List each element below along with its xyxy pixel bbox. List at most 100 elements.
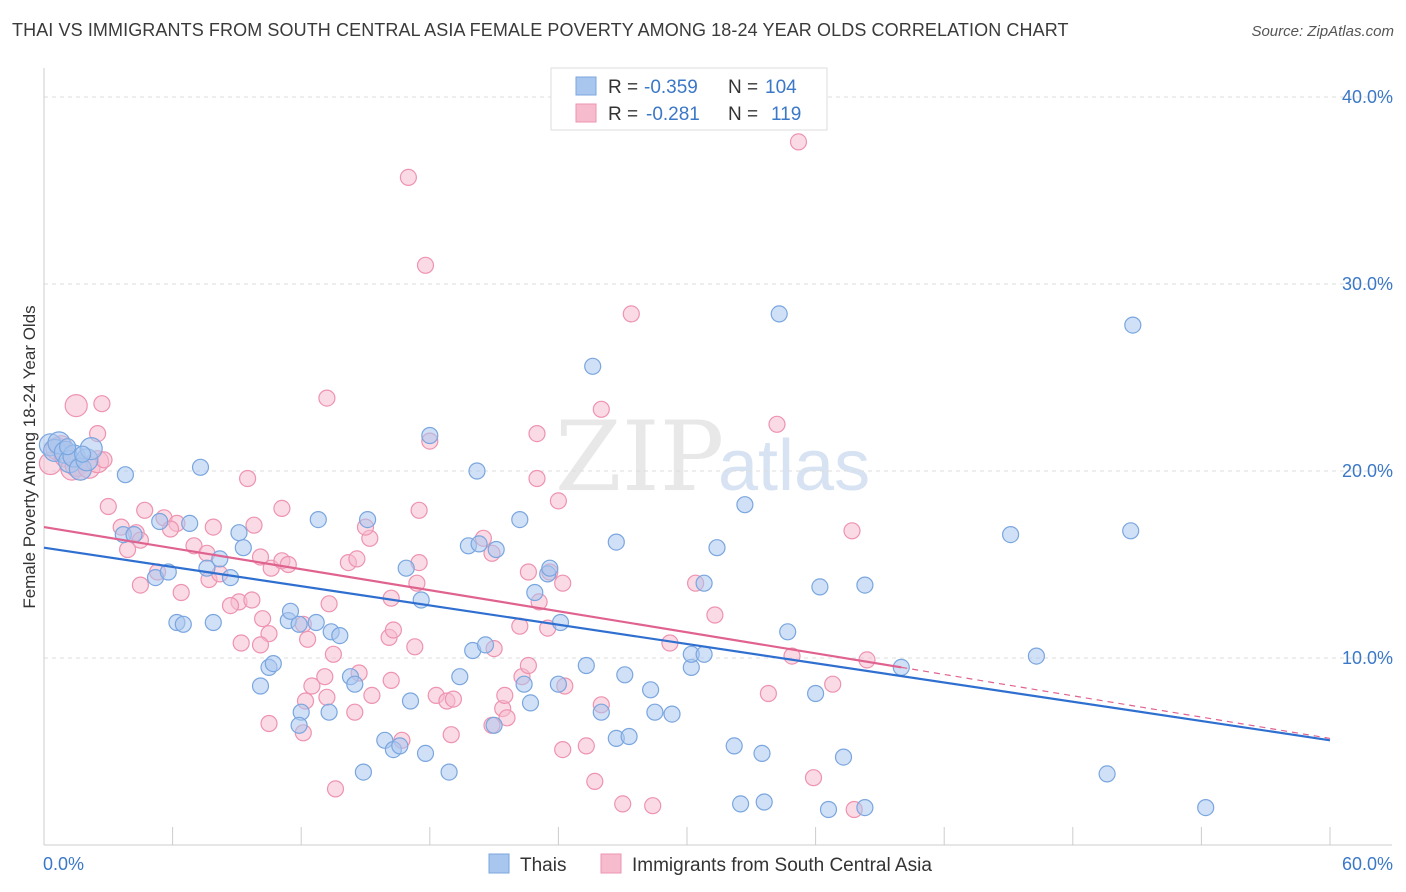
imm-trend-line-extrapolated	[901, 666, 1331, 740]
thai-point	[320, 703, 338, 721]
imm-point	[528, 469, 546, 488]
thai-point	[695, 645, 713, 663]
imm-point	[303, 677, 321, 695]
x-tick-label: 60.0%	[1342, 854, 1393, 874]
thai-point	[856, 798, 874, 817]
imm-point	[363, 686, 381, 705]
imm-point	[622, 305, 640, 323]
imm-point	[399, 168, 417, 186]
thai-point	[181, 514, 199, 533]
legend-imm-swatch	[575, 103, 597, 123]
imm-point	[644, 797, 662, 815]
thai-point	[811, 578, 829, 596]
imm-point	[528, 425, 546, 443]
bottom-legend-thai-label: Thais	[520, 855, 566, 876]
legend-thai-n-label: N =	[728, 77, 758, 98]
imm-point	[549, 492, 568, 510]
imm-point	[299, 630, 317, 648]
legend-imm-r-label: R =	[608, 104, 638, 125]
thai-point	[1001, 525, 1020, 544]
thai-point	[174, 615, 192, 633]
thai-point	[592, 703, 610, 721]
imm-point	[239, 469, 257, 488]
series-thais-points	[38, 305, 1215, 819]
bottom-legend-imm-swatch	[600, 853, 622, 874]
legend-box: R = -0.359 N = 104 R = -0.281 N = 119	[550, 67, 828, 131]
imm-point	[824, 675, 842, 693]
thai-point	[819, 800, 838, 819]
imm-point	[554, 574, 572, 592]
bottom-legend-imm-label: Immigrants from South Central Asia	[632, 855, 932, 876]
imm-point	[64, 394, 88, 418]
thai-point	[221, 568, 240, 587]
gridlines	[44, 96, 1392, 659]
thai-point	[806, 684, 825, 703]
x-tick-label: 0.0%	[43, 854, 84, 874]
thai-point	[736, 496, 754, 514]
bottom-legend-thai-swatch	[488, 853, 510, 874]
thai-point	[476, 636, 495, 654]
thai-point	[359, 510, 377, 529]
thai-point	[58, 438, 77, 456]
y-tick-label: 40.0%	[1342, 87, 1393, 107]
imm-point	[324, 645, 342, 663]
imm-point	[326, 780, 345, 798]
thai-point	[725, 737, 743, 755]
thai-point	[695, 574, 713, 592]
imm-point	[843, 522, 861, 540]
imm-point	[519, 656, 538, 675]
thai-point	[487, 540, 505, 559]
watermark-atlas: atlas	[718, 426, 870, 506]
thai-point	[290, 615, 308, 633]
legend-thai-r-label: R =	[608, 77, 638, 98]
imm-point	[99, 497, 117, 516]
imm-point	[768, 415, 786, 433]
imm-point	[410, 501, 428, 519]
thai-point	[468, 462, 486, 480]
imm-point	[444, 690, 462, 708]
imm-point	[232, 634, 250, 652]
y-tick-labels: 10.0% 20.0% 30.0% 40.0%	[1342, 87, 1393, 668]
trend-lines	[43, 526, 1331, 742]
imm-point	[260, 714, 278, 733]
imm-point	[93, 395, 111, 413]
imm-point	[273, 499, 291, 517]
thai-point	[755, 793, 773, 811]
thai-point	[440, 763, 458, 781]
imm-point	[416, 256, 435, 274]
thai-point	[470, 535, 488, 553]
thai-point	[779, 623, 797, 641]
thai-point	[230, 524, 248, 542]
y-tick-label: 30.0%	[1342, 274, 1393, 294]
imm-point	[318, 688, 336, 706]
imm-point	[442, 726, 460, 744]
watermark: ZIP atlas	[555, 401, 870, 513]
thai-point	[391, 737, 409, 755]
thai-point	[421, 426, 439, 445]
y-axis-title: Female Poverty Among 18-24 Year Olds	[20, 305, 39, 608]
thai-point	[401, 692, 420, 710]
thai-point	[1027, 647, 1046, 665]
thai-point	[159, 563, 177, 581]
x-tick-labels: 0.0% 60.0%	[43, 854, 1393, 874]
thai-point	[753, 744, 771, 763]
y-tick-label: 10.0%	[1342, 648, 1393, 668]
thai-point	[731, 795, 750, 813]
thai-point	[281, 602, 300, 620]
thai-point	[307, 613, 325, 632]
thai-point	[526, 583, 544, 602]
legend-thai-swatch	[575, 76, 597, 96]
imm-point	[496, 686, 514, 705]
imm-point	[592, 400, 610, 418]
thai-point	[521, 694, 540, 712]
thai-point	[451, 668, 469, 686]
legend-imm-n-label: N =	[728, 104, 758, 125]
thai-point	[309, 510, 327, 529]
thai-trend-line	[43, 546, 1331, 742]
thai-point	[551, 613, 570, 632]
thai-point	[577, 656, 595, 675]
imm-point	[554, 740, 572, 759]
thai-point	[116, 466, 135, 484]
thai-point	[397, 559, 415, 577]
legend-thai-n-value: 104	[765, 77, 797, 98]
